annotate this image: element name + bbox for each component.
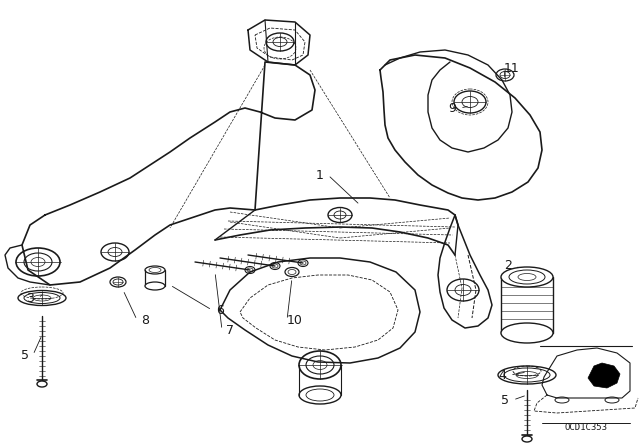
Text: OCD1C353: OCD1C353 (564, 423, 607, 432)
Ellipse shape (145, 282, 165, 290)
Ellipse shape (501, 323, 553, 343)
Ellipse shape (501, 267, 553, 287)
Text: 8: 8 (141, 314, 149, 327)
Text: 11: 11 (504, 61, 520, 74)
Text: 4: 4 (498, 369, 506, 382)
Text: 10: 10 (287, 314, 303, 327)
Text: 6: 6 (216, 303, 224, 316)
Text: 5: 5 (501, 393, 509, 406)
Text: 3: 3 (26, 292, 34, 305)
Text: 5: 5 (21, 349, 29, 362)
Text: 1: 1 (316, 168, 324, 181)
Text: 2: 2 (504, 258, 512, 271)
Text: 7: 7 (226, 323, 234, 336)
Text: 9: 9 (448, 102, 456, 115)
Polygon shape (588, 363, 620, 388)
